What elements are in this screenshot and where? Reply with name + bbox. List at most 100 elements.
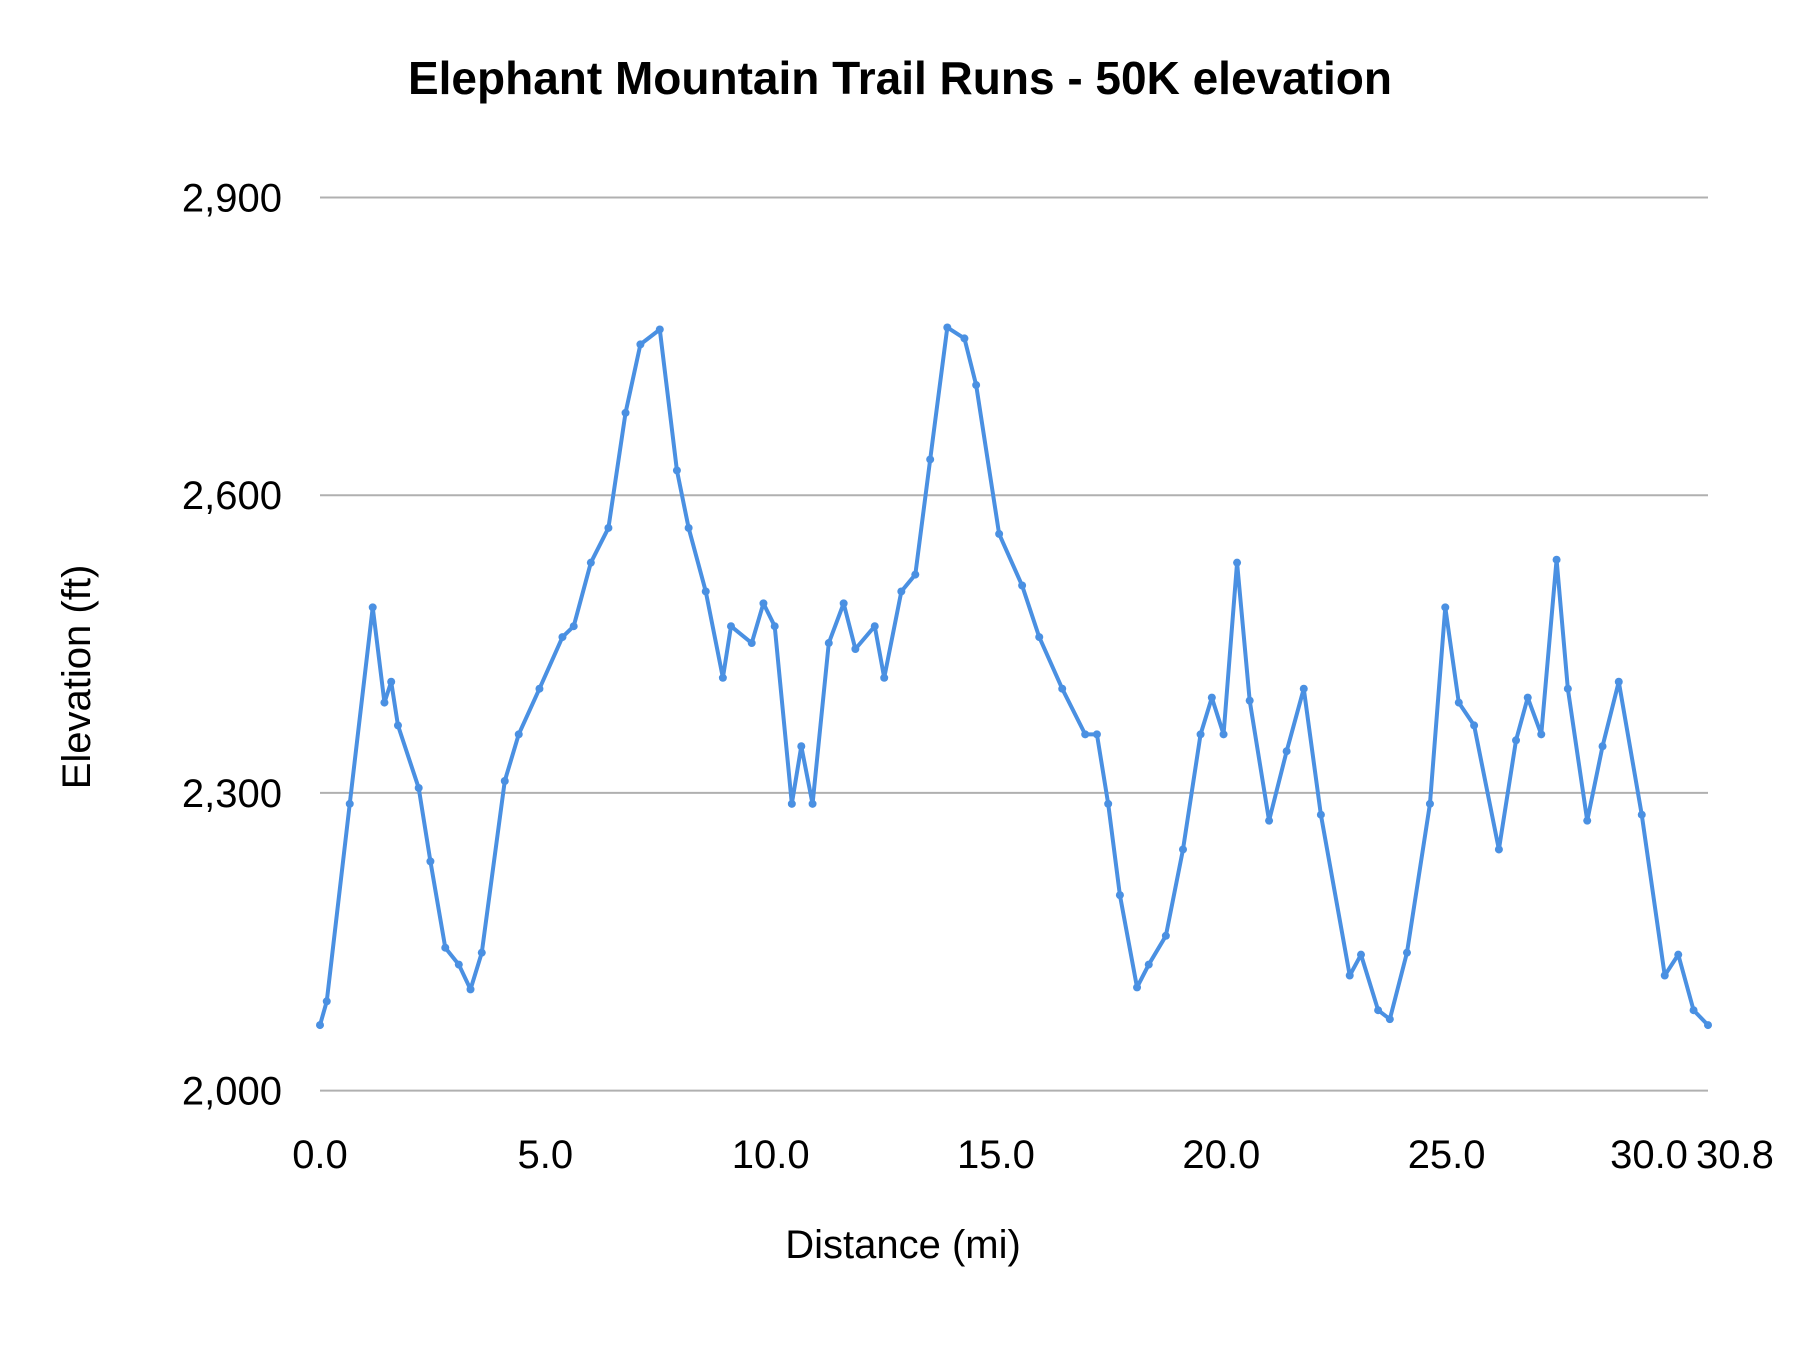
data-point xyxy=(1441,603,1450,612)
data-point xyxy=(1316,810,1325,819)
data-point xyxy=(1081,730,1090,739)
x-axis-title: Distance (mi) xyxy=(785,1223,1021,1267)
data-point xyxy=(1563,684,1572,693)
x-tick-label: 30.0 xyxy=(1610,1133,1688,1177)
data-point xyxy=(770,622,779,631)
data-point xyxy=(1614,677,1623,686)
x-tick-label: 30.8 xyxy=(1696,1133,1774,1177)
x-tick-label: 15.0 xyxy=(957,1133,1035,1177)
data-point xyxy=(426,857,435,866)
elevation-line xyxy=(318,325,1710,1027)
data-point xyxy=(441,943,450,952)
x-tick-label: 0.0 xyxy=(292,1133,348,1177)
chart-title: Elephant Mountain Trail Runs - 50K eleva… xyxy=(408,52,1392,104)
data-point xyxy=(897,587,906,596)
data-point xyxy=(1299,684,1308,693)
data-point xyxy=(1425,799,1434,808)
data-point xyxy=(1178,845,1187,854)
data-point xyxy=(454,960,463,969)
data-point xyxy=(808,799,817,808)
data-point xyxy=(586,558,595,567)
x-tick-label: 10.0 xyxy=(732,1133,810,1177)
data-point xyxy=(1018,581,1027,590)
data-point xyxy=(1345,971,1354,980)
data-point xyxy=(1144,960,1153,969)
data-point xyxy=(1233,558,1242,567)
data-point xyxy=(726,622,735,631)
data-point xyxy=(684,523,693,532)
data-point xyxy=(797,742,806,751)
data-point xyxy=(1133,983,1142,992)
data-point xyxy=(1196,730,1205,739)
data-point xyxy=(316,1021,324,1030)
data-point xyxy=(1092,730,1101,739)
data-point xyxy=(514,730,523,739)
data-point xyxy=(701,587,710,596)
data-point xyxy=(1207,693,1216,702)
data-point xyxy=(972,381,981,390)
data-point xyxy=(535,684,544,693)
y-tick-label: 2,000 xyxy=(182,1070,282,1114)
data-point xyxy=(1674,950,1683,959)
gridlines xyxy=(320,196,1708,1092)
data-point xyxy=(558,633,567,642)
data-point xyxy=(604,523,613,532)
data-point xyxy=(880,673,889,682)
data-point xyxy=(1035,633,1044,642)
data-point xyxy=(387,677,396,686)
data-point xyxy=(1689,1006,1698,1015)
data-point xyxy=(759,599,768,608)
data-point xyxy=(500,776,509,785)
data-point xyxy=(787,799,796,808)
data-point xyxy=(1512,736,1521,745)
data-point xyxy=(368,603,377,612)
data-point xyxy=(1598,742,1607,751)
data-point xyxy=(1115,891,1124,900)
data-point xyxy=(851,645,860,654)
data-point xyxy=(911,570,920,579)
x-tick-label: 20.0 xyxy=(1182,1133,1260,1177)
data-point xyxy=(1219,730,1228,739)
elevation-series xyxy=(316,323,1712,1030)
data-point xyxy=(1374,1006,1383,1015)
data-point xyxy=(747,639,756,648)
data-point xyxy=(1660,971,1669,980)
data-point xyxy=(1265,816,1274,825)
data-point xyxy=(839,599,848,608)
data-point xyxy=(1282,747,1291,756)
data-point xyxy=(1385,1015,1394,1024)
data-point xyxy=(621,408,630,417)
data-point xyxy=(1637,810,1646,819)
y-tick-label: 2,300 xyxy=(182,772,282,816)
data-point xyxy=(1245,696,1254,705)
x-tick-label: 5.0 xyxy=(518,1133,574,1177)
data-point xyxy=(1583,816,1592,825)
data-point xyxy=(345,799,354,808)
data-point xyxy=(1523,693,1532,702)
data-point xyxy=(1537,730,1546,739)
data-point xyxy=(824,639,833,648)
data-point xyxy=(477,948,486,957)
data-point xyxy=(870,622,879,631)
data-point xyxy=(655,325,664,334)
x-tick-label: 25.0 xyxy=(1408,1133,1486,1177)
data-point xyxy=(414,783,423,792)
data-point xyxy=(943,323,952,332)
data-point xyxy=(1402,948,1411,957)
data-point xyxy=(718,673,727,682)
data-point xyxy=(672,466,681,475)
x-axis-ticks: 0.0 5.0 10.0 15.0 20.0 25.0 30.0 30.8 xyxy=(292,1133,1774,1177)
data-point xyxy=(1552,555,1561,564)
data-point xyxy=(1494,845,1503,854)
data-point xyxy=(393,721,402,730)
data-point xyxy=(1058,684,1067,693)
data-point xyxy=(995,529,1004,538)
data-point xyxy=(466,985,475,994)
y-axis-ticks: 2,000 2,300 2,600 2,900 xyxy=(182,177,282,1114)
data-point xyxy=(380,698,389,707)
data-point xyxy=(322,997,331,1006)
data-point xyxy=(1704,1021,1712,1030)
data-point xyxy=(1161,931,1170,940)
data-point xyxy=(636,340,645,349)
y-tick-label: 2,600 xyxy=(182,474,282,518)
